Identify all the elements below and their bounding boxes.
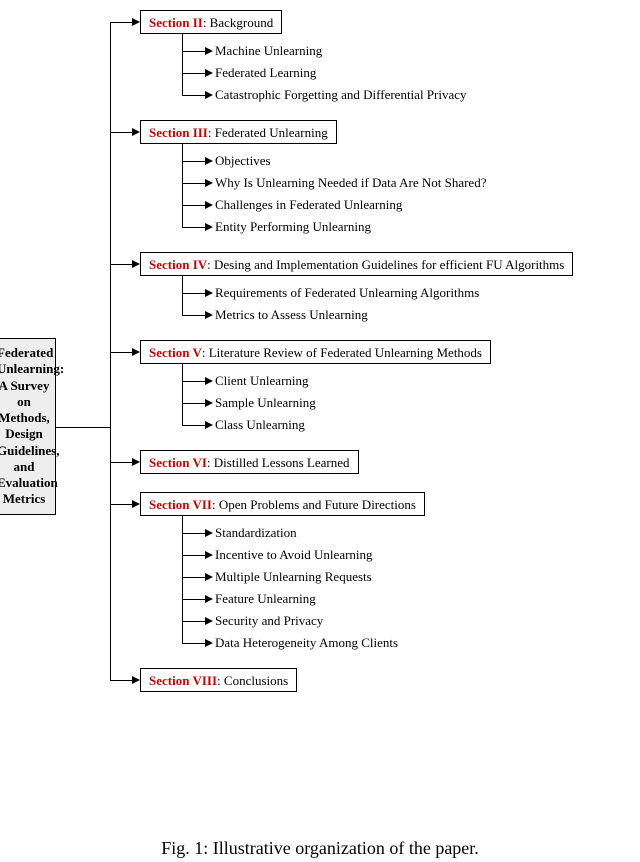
section-box: Section VI: Distilled Lessons Learned: [140, 450, 359, 474]
connector-line: [182, 533, 205, 534]
sub-item: Feature Unlearning: [215, 592, 316, 605]
connector-line: [182, 381, 205, 382]
arrow-icon: [205, 47, 213, 55]
arrow-icon: [205, 289, 213, 297]
figure-caption: Fig. 1: Illustrative organization of the…: [0, 838, 640, 859]
diagram-canvas: Federated Unlearning: A Survey on Method…: [0, 0, 640, 862]
arrow-icon: [205, 157, 213, 165]
section-box: Section VIII: Conclusions: [140, 668, 297, 692]
arrow-icon: [205, 639, 213, 647]
connector-line: [110, 352, 132, 353]
sub-item: Security and Privacy: [215, 614, 323, 627]
sub-item: Entity Performing Unlearning: [215, 220, 371, 233]
section-box: Section V: Literature Review of Federate…: [140, 340, 491, 364]
arrow-icon: [205, 573, 213, 581]
arrow-icon: [205, 311, 213, 319]
connector-line: [182, 183, 205, 184]
connector-line: [182, 51, 205, 52]
arrow-icon: [132, 458, 140, 466]
arrow-icon: [205, 617, 213, 625]
section-title: : Open Problems and Future Directions: [212, 497, 416, 512]
arrow-icon: [132, 260, 140, 268]
arrow-icon: [205, 377, 213, 385]
sub-item: Metrics to Assess Unlearning: [215, 308, 368, 321]
section-number: Section VIII: [149, 673, 217, 688]
section-number: Section III: [149, 125, 208, 140]
section-title: : Distilled Lessons Learned: [207, 455, 350, 470]
connector-line: [182, 73, 205, 74]
arrow-icon: [205, 399, 213, 407]
section-number: Section V: [149, 345, 202, 360]
arrow-icon: [205, 529, 213, 537]
sub-item: Standardization: [215, 526, 297, 539]
section-box: Section III: Federated Unlearning: [140, 120, 337, 144]
sub-item: Objectives: [215, 154, 271, 167]
arrow-icon: [132, 18, 140, 26]
sub-item: Requirements of Federated Unlearning Alg…: [215, 286, 479, 299]
section-box: Section VII: Open Problems and Future Di…: [140, 492, 425, 516]
connector-line: [182, 364, 183, 425]
sub-item: Federated Learning: [215, 66, 316, 79]
arrow-icon: [205, 69, 213, 77]
arrow-icon: [205, 595, 213, 603]
sub-item: Machine Unlearning: [215, 44, 322, 57]
root-box: Federated Unlearning: A Survey on Method…: [0, 338, 56, 515]
connector-line: [182, 161, 205, 162]
connector-line: [182, 95, 205, 96]
connector-line: [182, 144, 183, 227]
connector-line: [182, 34, 183, 95]
arrow-icon: [132, 348, 140, 356]
connector-line: [182, 643, 205, 644]
connector-line: [182, 315, 205, 316]
arrow-icon: [205, 223, 213, 231]
connector-line: [110, 264, 132, 265]
connector-line: [182, 276, 183, 315]
arrow-icon: [132, 128, 140, 136]
connector-line: [110, 22, 111, 680]
section-title: : Literature Review of Federated Unlearn…: [202, 345, 482, 360]
connector-line: [182, 599, 205, 600]
sub-item: Sample Unlearning: [215, 396, 316, 409]
section-number: Section VII: [149, 497, 212, 512]
connector-line: [182, 227, 205, 228]
connector-line: [182, 621, 205, 622]
section-box: Section IV: Desing and Implementation Gu…: [140, 252, 573, 276]
section-title: : Desing and Implementation Guidelines f…: [207, 257, 564, 272]
connector-line: [110, 680, 132, 681]
section-number: Section VI: [149, 455, 207, 470]
section-title: : Conclusions: [217, 673, 288, 688]
arrow-icon: [132, 676, 140, 684]
connector-line: [182, 516, 183, 643]
connector-line: [110, 504, 132, 505]
connector-line: [182, 425, 205, 426]
arrow-icon: [205, 179, 213, 187]
sub-item: Challenges in Federated Unlearning: [215, 198, 402, 211]
connector-line: [182, 205, 205, 206]
sub-item: Client Unlearning: [215, 374, 309, 387]
section-title: : Federated Unlearning: [208, 125, 328, 140]
arrow-icon: [205, 551, 213, 559]
section-box: Section II: Background: [140, 10, 282, 34]
sub-item: Why Is Unlearning Needed if Data Are Not…: [215, 176, 486, 189]
section-number: Section II: [149, 15, 203, 30]
connector-line: [182, 403, 205, 404]
connector-line: [56, 427, 110, 428]
connector-line: [110, 132, 132, 133]
arrow-icon: [132, 500, 140, 508]
arrow-icon: [205, 421, 213, 429]
sub-item: Incentive to Avoid Unlearning: [215, 548, 373, 561]
sub-item: Multiple Unlearning Requests: [215, 570, 372, 583]
sub-item: Data Heterogeneity Among Clients: [215, 636, 398, 649]
sub-item: Class Unlearning: [215, 418, 305, 431]
section-title: : Background: [203, 15, 273, 30]
section-number: Section IV: [149, 257, 207, 272]
connector-line: [182, 577, 205, 578]
connector-line: [110, 462, 132, 463]
sub-item: Catastrophic Forgetting and Differential…: [215, 88, 467, 101]
arrow-icon: [205, 201, 213, 209]
connector-line: [182, 555, 205, 556]
connector-line: [182, 293, 205, 294]
connector-line: [110, 22, 132, 23]
arrow-icon: [205, 91, 213, 99]
